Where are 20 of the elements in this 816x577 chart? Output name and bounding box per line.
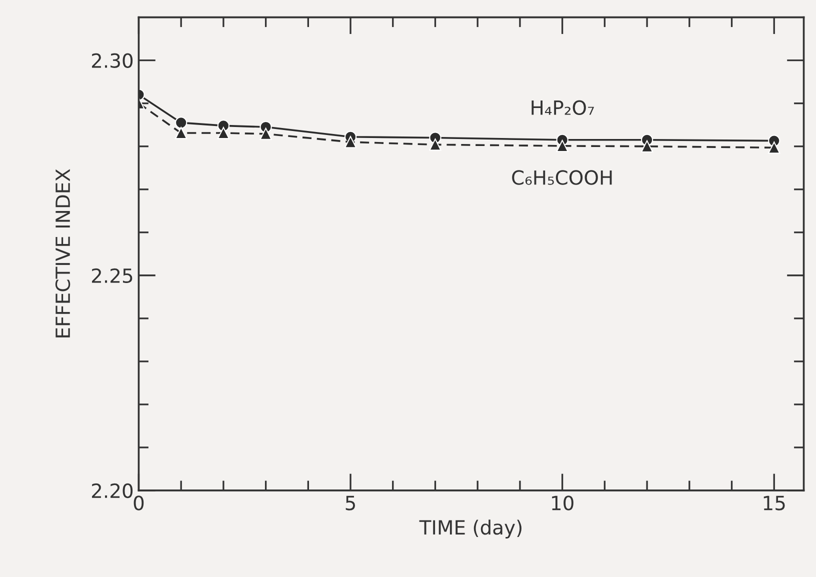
point [344, 136, 357, 148]
series-label: H₄P₂O₇ [532, 100, 594, 115]
point [260, 128, 272, 140]
x-axis-title: TIME (day) [419, 520, 522, 539]
y-axis-title: EFFECTIVE INDEX [55, 169, 70, 338]
y-tick-label: 2.30 [92, 53, 133, 68]
y-tick-label: 2.25 [92, 268, 132, 284]
point [768, 142, 780, 154]
point [175, 116, 188, 129]
y-tick-label: 2.20 [92, 483, 133, 498]
x-tick-label: 15 [764, 496, 785, 510]
point [556, 140, 568, 152]
x-tick-label: 0 [134, 496, 144, 510]
x-tick-label: 10 [552, 496, 574, 510]
point [429, 138, 442, 151]
x-tick-label: 5 [346, 496, 356, 510]
series-label: C₆H₅COOH [512, 170, 612, 185]
point [175, 126, 188, 140]
point [640, 140, 654, 152]
point [217, 126, 230, 140]
